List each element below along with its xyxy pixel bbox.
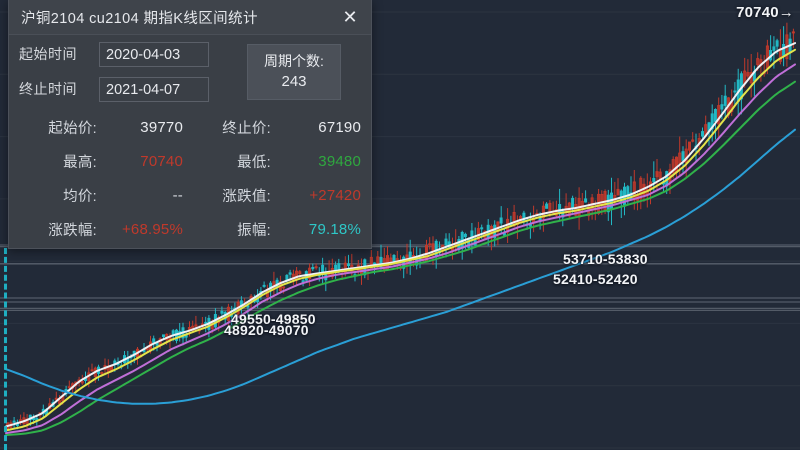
date-range-block: 起始时间 2020-04-03 终止时间 2021-04-07 (9, 34, 371, 104)
annotation-low-upper: 49550-49850 (231, 311, 316, 327)
period-count-label: 周期个数: (264, 52, 324, 69)
annotation-mid-lower: 52410-52420 (553, 271, 638, 287)
stat-label-1-a: 最高: (63, 154, 97, 171)
stat-label-2-a: 均价: (63, 188, 97, 205)
stat-label-1-b: 最低: (237, 154, 271, 171)
stat-value-0-a: 39770 (140, 118, 183, 136)
end-time-input[interactable]: 2021-04-07 (99, 76, 209, 102)
annotation-low-lower: 48920-49070 (224, 322, 309, 338)
start-time-row: 起始时间 2020-04-03 (9, 39, 371, 69)
period-count-box[interactable]: 周期个数: 243 (247, 44, 341, 100)
end-time-row: 终止时间 2021-04-07 (9, 74, 371, 104)
stat-value-1-b: 39480 (318, 152, 361, 170)
stat-label-0-b: 终止价: (222, 120, 271, 137)
stat-label-3-b: 振幅: (237, 222, 271, 239)
start-time-input[interactable]: 2020-04-03 (99, 41, 209, 67)
stat-value-0-b: 67190 (318, 118, 361, 136)
close-icon[interactable]: ✕ (329, 0, 371, 34)
annotation-high-price: 70740→ (736, 4, 794, 21)
end-time-label: 终止时间 (19, 81, 77, 97)
stat-value-2-b: +27420 (309, 186, 361, 204)
start-time-label: 起始时间 (19, 46, 77, 62)
stat-label-2-b: 涨跌值: (222, 188, 271, 205)
statistics-grid: 起始价: 39770 终止价: 67190 最高: 70740 最低: 39480 均价: -- 涨… (9, 110, 371, 246)
panel-titlebar[interactable]: 沪铜2104 cu2104 期指K线区间统计 ✕ (9, 0, 371, 35)
stat-value-2-a: -- (172, 186, 183, 204)
period-count-value: 243 (281, 73, 307, 91)
stat-value-1-a: 70740 (140, 152, 183, 170)
kline-range-statistics-panel: 沪铜2104 cu2104 期指K线区间统计 ✕ 起始时间 2020-04-03… (8, 0, 372, 249)
stat-value-3-a: +68.95% (121, 220, 183, 238)
stat-label-0-a: 起始价: (48, 120, 97, 137)
annotation-mid-upper: 53710-53830 (563, 251, 648, 267)
panel-title: 沪铜2104 cu2104 期指K线区间统计 (21, 10, 258, 27)
selection-marker-line[interactable] (4, 248, 7, 450)
stat-value-3-b: 79.18% (308, 220, 361, 238)
moving-average-lines (5, 42, 796, 437)
stat-label-3-a: 涨跌幅: (48, 222, 97, 239)
